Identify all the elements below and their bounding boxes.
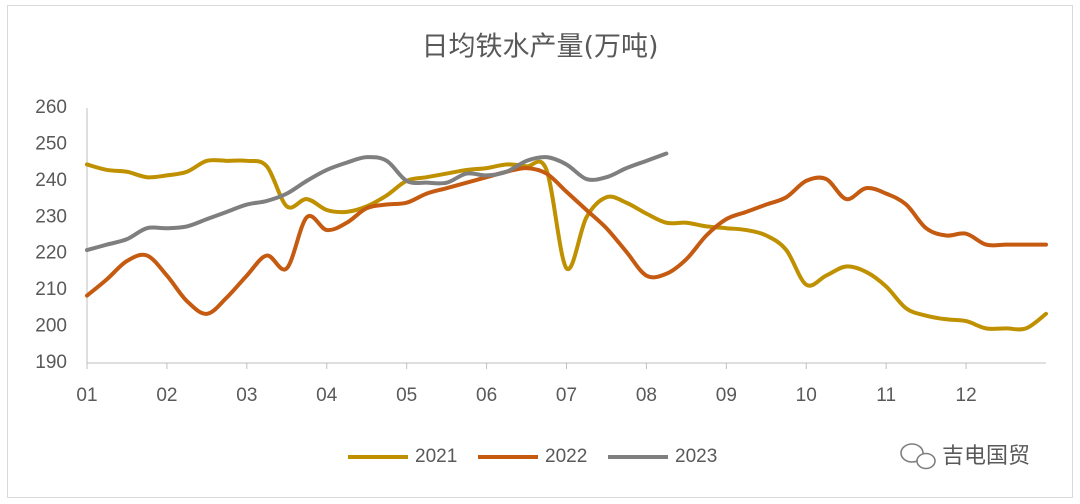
x-tick-label: 05 <box>396 385 417 406</box>
x-tick-label: 10 <box>796 385 817 406</box>
x-tick-label: 12 <box>956 385 977 406</box>
line-series <box>85 166 1048 316</box>
legend-label: 2021 <box>415 446 457 467</box>
chart-border <box>7 5 1073 498</box>
y-tick-label: 240 <box>35 170 67 191</box>
line-series <box>85 151 669 253</box>
y-tick-label: 200 <box>35 316 67 337</box>
x-tick-label: 04 <box>316 385 338 406</box>
chart-title: 日均铁水产量(万吨) <box>421 32 658 63</box>
y-tick-label: 190 <box>35 352 67 373</box>
x-tick-label: 06 <box>476 385 497 406</box>
x-tick-label: 03 <box>236 385 257 406</box>
x-tick-label: 09 <box>716 385 737 406</box>
y-tick-label: 220 <box>35 243 67 264</box>
y-tick-label: 210 <box>35 279 67 300</box>
legend-label: 2023 <box>675 446 717 467</box>
y-tick-label: 250 <box>35 133 67 154</box>
y-tick-label: 260 <box>35 97 67 118</box>
legend-label: 2022 <box>545 446 587 467</box>
x-tick-label: 01 <box>76 385 97 406</box>
line-series <box>85 158 1048 332</box>
watermark: 吉电国贸 <box>942 444 1030 469</box>
x-tick-label: 02 <box>156 385 177 406</box>
watermark-icon <box>900 443 936 470</box>
y-tick-label: 230 <box>35 206 67 227</box>
x-tick-label: 08 <box>636 385 657 406</box>
x-tick-label: 07 <box>556 385 577 406</box>
x-tick-label: 11 <box>876 385 896 406</box>
